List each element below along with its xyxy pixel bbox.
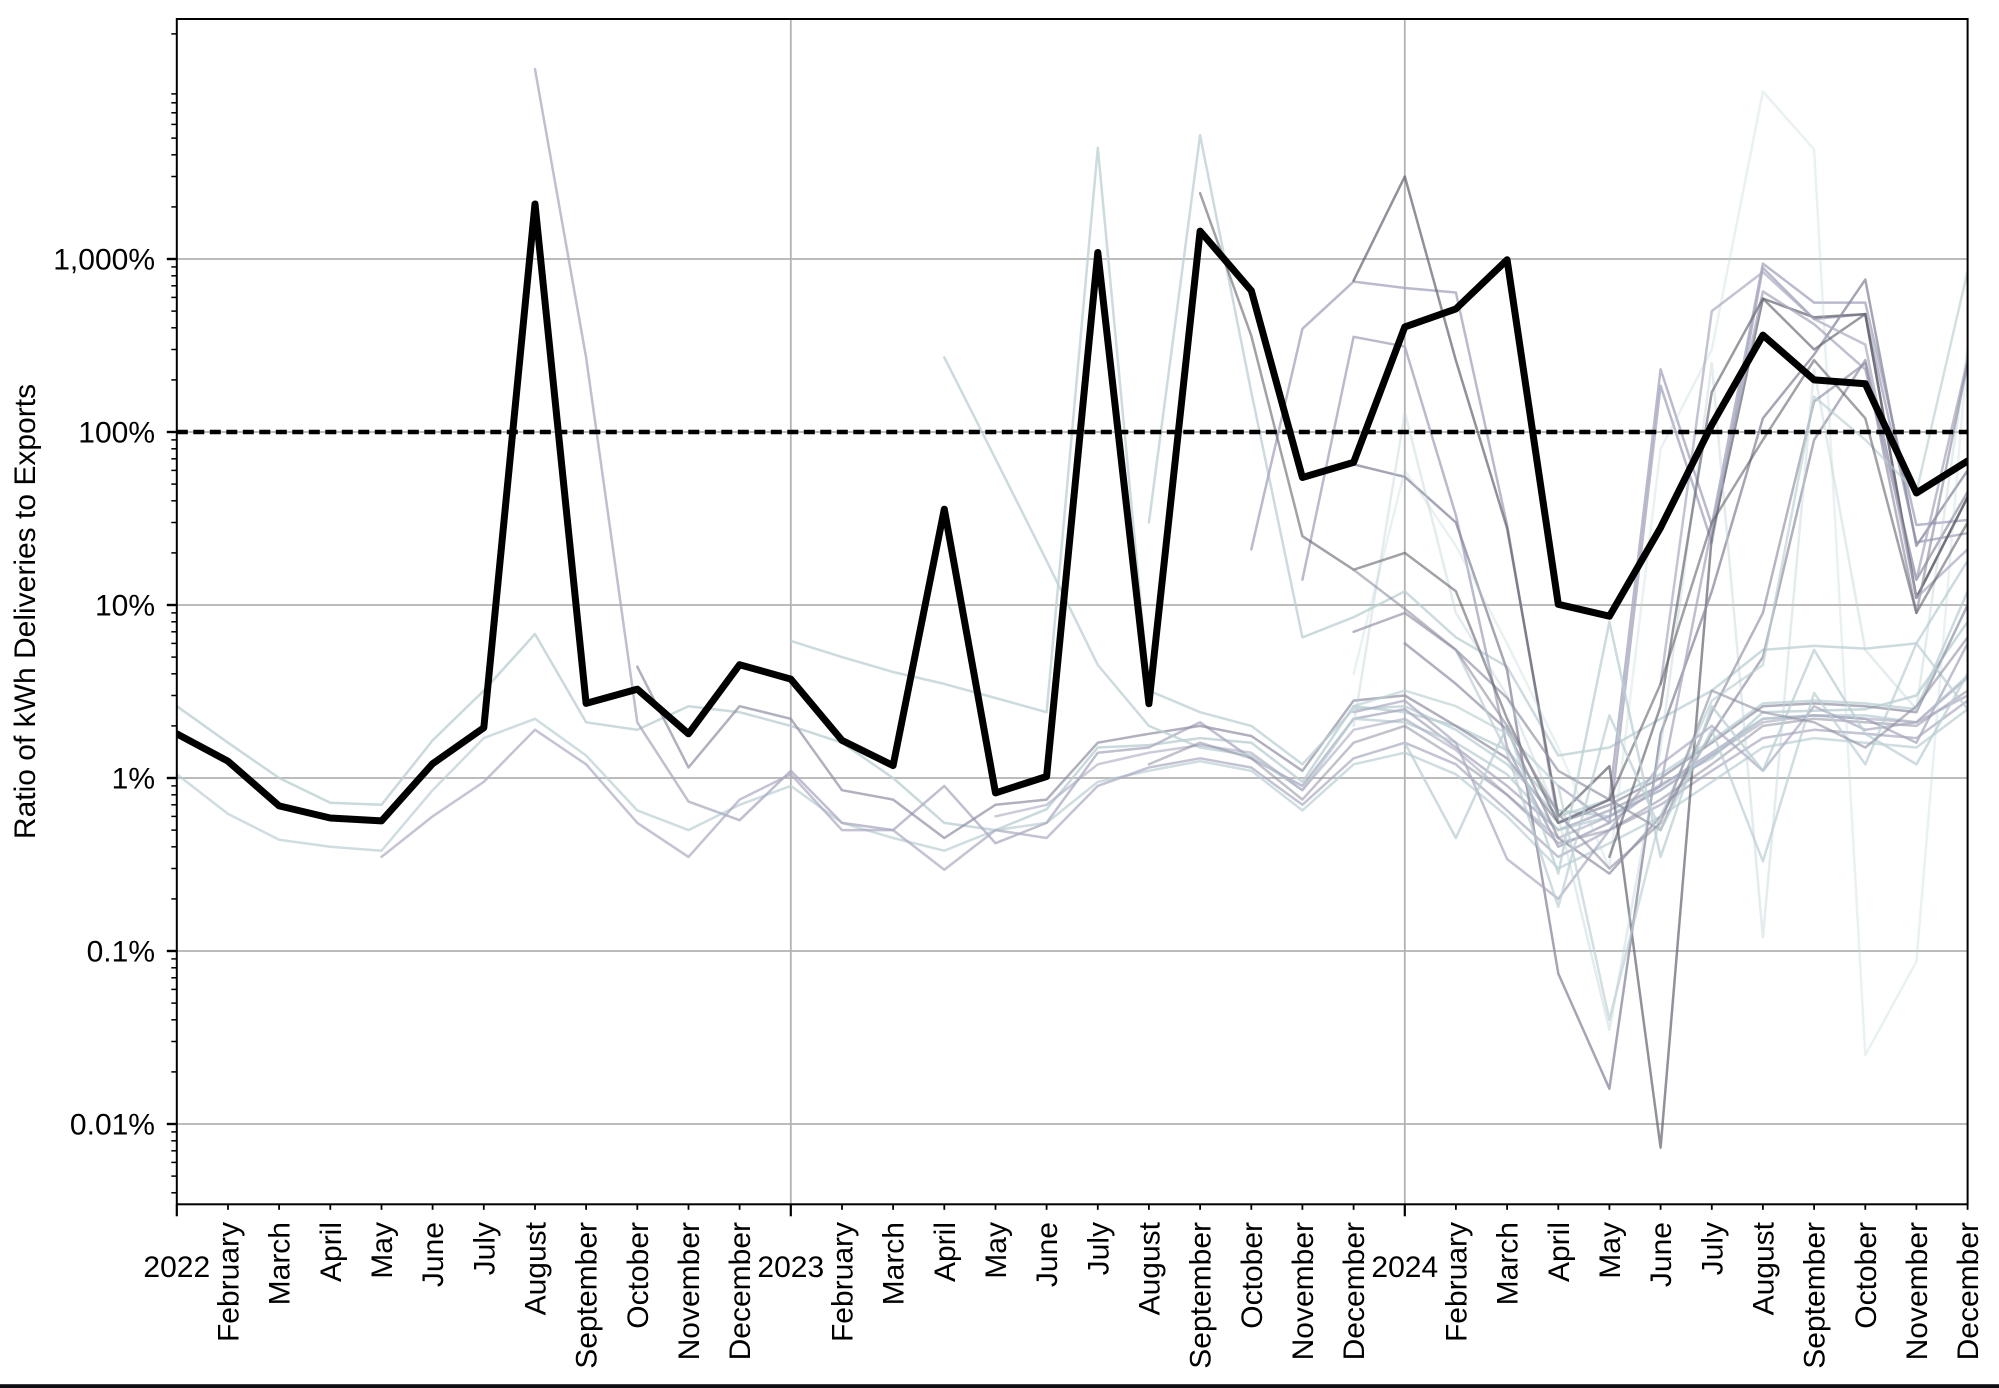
svg-text:July: July: [1696, 1222, 1729, 1275]
svg-text:March: March: [264, 1222, 297, 1305]
svg-text:March: March: [878, 1222, 911, 1305]
svg-text:April: April: [1543, 1222, 1576, 1282]
svg-text:August: August: [520, 1221, 553, 1315]
svg-text:June: June: [1031, 1222, 1064, 1287]
svg-text:May: May: [1594, 1222, 1627, 1279]
svg-text:June: June: [1645, 1222, 1678, 1287]
svg-text:December: December: [724, 1222, 757, 1360]
svg-text:Ratio of kWh Deliveries to Exp: Ratio of kWh Deliveries to Exports: [9, 384, 42, 839]
svg-text:February: February: [213, 1222, 246, 1342]
svg-text:February: February: [1440, 1222, 1473, 1342]
svg-text:April: April: [315, 1222, 348, 1282]
svg-text:2022: 2022: [143, 1251, 210, 1284]
svg-text:October: October: [1236, 1222, 1269, 1329]
svg-text:September: September: [571, 1222, 604, 1369]
svg-text:December: December: [1952, 1222, 1985, 1360]
svg-text:10%: 10%: [95, 590, 155, 623]
svg-text:July: July: [1082, 1222, 1115, 1275]
svg-text:1%: 1%: [112, 763, 155, 796]
svg-text:October: October: [622, 1222, 655, 1329]
svg-text:September: September: [1799, 1222, 1832, 1369]
svg-text:August: August: [1133, 1221, 1166, 1315]
svg-text:100%: 100%: [78, 417, 155, 450]
svg-text:November: November: [673, 1222, 706, 1360]
svg-text:June: June: [417, 1222, 450, 1287]
svg-text:February: February: [827, 1222, 860, 1342]
svg-text:October: October: [1850, 1222, 1883, 1329]
svg-text:1,000%: 1,000%: [53, 244, 155, 277]
svg-text:May: May: [366, 1222, 399, 1279]
svg-text:0.1%: 0.1%: [87, 936, 155, 969]
svg-text:March: March: [1492, 1222, 1525, 1305]
svg-text:November: November: [1287, 1222, 1320, 1360]
svg-text:2024: 2024: [1371, 1251, 1438, 1284]
svg-text:December: December: [1338, 1222, 1371, 1360]
svg-text:July: July: [468, 1222, 501, 1275]
svg-text:November: November: [1901, 1222, 1934, 1360]
svg-text:2023: 2023: [757, 1251, 824, 1284]
svg-text:May: May: [980, 1222, 1013, 1279]
svg-text:September: September: [1185, 1222, 1218, 1369]
svg-text:0.01%: 0.01%: [70, 1109, 155, 1142]
svg-text:August: August: [1747, 1221, 1780, 1315]
svg-text:April: April: [929, 1222, 962, 1282]
